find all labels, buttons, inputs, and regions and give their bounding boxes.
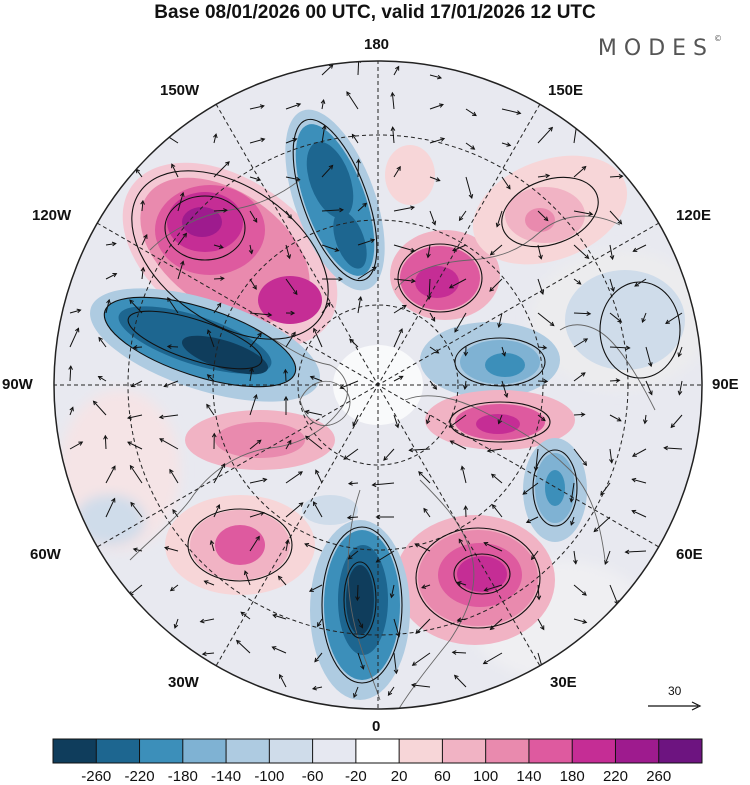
wind-arrow-shaft	[453, 652, 466, 653]
colorbar-swatch	[313, 739, 357, 763]
colorbar-swatch	[96, 739, 140, 763]
colorbar-tick-label: 180	[560, 768, 585, 785]
colorbar-tick-label: -180	[168, 768, 198, 785]
colorbar	[53, 739, 703, 763]
colorbar-swatch	[529, 739, 573, 763]
lon-label-90w: 90W	[2, 376, 33, 393]
wind-arrow-head	[541, 668, 545, 672]
colorbar-tick-label: 20	[391, 768, 408, 785]
wind-arrow-shaft	[358, 160, 359, 177]
lon-label-60e: 60E	[676, 546, 703, 563]
lon-label-150e: 150E	[548, 82, 583, 99]
colorbar-swatch	[399, 739, 443, 763]
colorbar-swatch	[486, 739, 530, 763]
lon-label-60w: 60W	[30, 546, 61, 563]
colorbar-swatch	[659, 739, 703, 763]
colorbar-tick-label: 60	[434, 768, 451, 785]
colorbar-tick-label: 100	[473, 768, 498, 785]
lon-label-30w: 30W	[168, 674, 199, 691]
lon-label-0: 0	[372, 718, 380, 735]
colorbar-tick-label: 140	[516, 768, 541, 785]
wind-arrow-shaft	[357, 585, 358, 600]
colorbar-swatch	[226, 739, 270, 763]
colorbar-tick-label: -60	[302, 768, 324, 785]
colorbar-tick-label: 260	[646, 768, 671, 785]
wind-arrow-shaft	[105, 436, 106, 449]
colorbar-swatch	[442, 739, 486, 763]
colorbar-tick-label: -140	[211, 768, 241, 785]
colorbar-tick-label: -260	[81, 768, 111, 785]
wind-scale-arrow	[648, 702, 700, 710]
wind-arrow-head	[575, 122, 579, 126]
colorbar-swatch	[615, 739, 659, 763]
wind-arrow-head	[164, 134, 168, 138]
colorbar-swatch	[183, 739, 227, 763]
colorbar-swatch	[356, 739, 400, 763]
colorbar-swatch	[53, 739, 97, 763]
wind-scale-value: 30	[668, 684, 681, 698]
positive-anomaly-40e	[395, 515, 555, 645]
lon-label-30e: 30E	[550, 674, 577, 691]
lon-label-120e: 120E	[676, 207, 711, 224]
colorbar-tick-label: -220	[125, 768, 155, 785]
colorbar-tick-label: -20	[345, 768, 367, 785]
lon-label-180: 180	[364, 36, 389, 53]
colorbar-tick-label: 220	[603, 768, 628, 785]
lon-label-150w: 150W	[160, 82, 199, 99]
lon-label-120w: 120W	[32, 207, 71, 224]
lon-label-90e: 90E	[712, 376, 739, 393]
colorbar-tick-label: -100	[254, 768, 284, 785]
colorbar-swatch	[572, 739, 616, 763]
colorbar-swatch	[140, 739, 184, 763]
negative-anomaly-0	[310, 520, 410, 700]
colorbar-swatch	[269, 739, 313, 763]
